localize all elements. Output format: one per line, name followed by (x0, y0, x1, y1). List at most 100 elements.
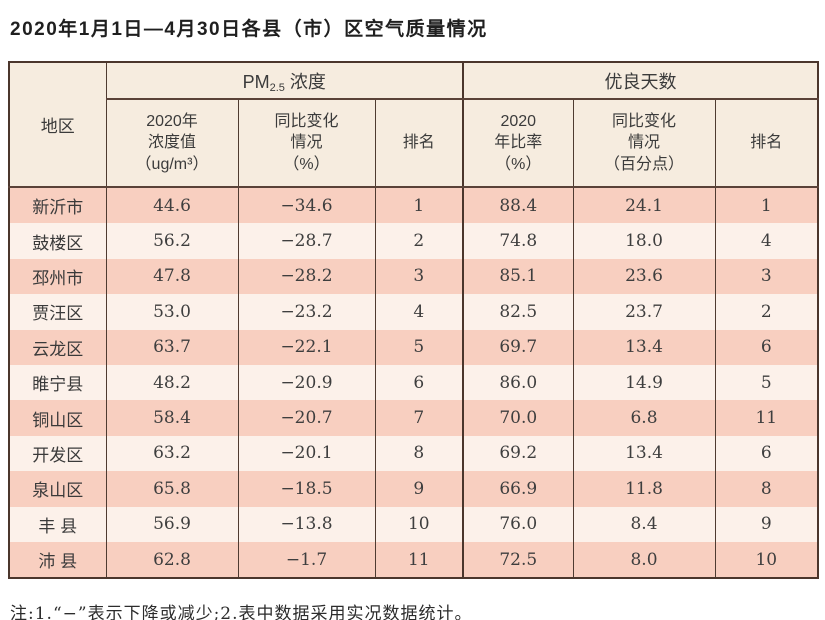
table-row: 邳州市 47.8 −28.2 3 85.1 23.6 3 (8, 258, 819, 295)
table-row: 睢宁县 48.2 −20.9 6 86.0 14.9 5 (8, 364, 819, 401)
footnote: 注:1.“−”表示下降或减少;2.表中数据采用实况数据统计。 (10, 604, 473, 620)
cell-pm-value: 63.2 (105, 435, 238, 472)
cell-pm-rank: 8 (374, 435, 464, 472)
cell-good-rate: 66.9 (462, 471, 574, 507)
cell-pm-rank: 9 (374, 471, 464, 507)
cell-region: 沛 县 (8, 541, 106, 579)
cell-pm-value: 53.0 (105, 294, 238, 330)
cell-pm-change: −20.1 (237, 435, 375, 472)
cell-good-change: 23.6 (572, 258, 716, 295)
cell-good-change: 11.8 (572, 471, 716, 507)
cell-pm-change: −20.9 (237, 364, 375, 401)
cell-good-change: 14.9 (572, 364, 716, 401)
cell-good-rank: 1 (714, 187, 819, 224)
cell-good-rank: 11 (714, 400, 819, 436)
cell-pm-value: 62.8 (105, 541, 238, 579)
cell-pm-rank: 4 (374, 294, 464, 330)
cell-pm-value: 63.7 (105, 329, 238, 365)
cell-pm-rank: 1 (374, 187, 464, 224)
cell-good-rank: 5 (714, 364, 819, 401)
cell-region: 丰 县 (8, 506, 106, 542)
header-region: 地区 (8, 62, 106, 188)
cell-good-rate: 72.5 (462, 541, 574, 579)
header-good-rank: 排名 (714, 99, 819, 188)
table-row: 云龙区 63.7 −22.1 5 69.7 13.4 6 (8, 329, 819, 365)
cell-pm-value: 47.8 (105, 258, 238, 295)
table-header-group-row: 地区 PM2.5 浓度 优良天数 (8, 62, 819, 188)
cell-pm-rank: 10 (374, 506, 464, 542)
cell-good-rank: 6 (714, 329, 819, 365)
cell-good-rate: 74.8 (462, 223, 574, 259)
header-good-days-group: 优良天数 (462, 62, 819, 100)
cell-pm-change: −20.7 (237, 400, 375, 436)
header-good-change: 同比变化 情况 （百分点） (572, 99, 716, 188)
cell-pm-rank: 2 (374, 223, 464, 259)
cell-good-change: 23.7 (572, 294, 716, 330)
cell-good-change: 18.0 (572, 223, 716, 259)
header-pm25-group: PM2.5 浓度 (105, 62, 464, 100)
table-row: 开发区 63.2 −20.1 8 69.2 13.4 6 (8, 435, 819, 472)
table-row: 泉山区 65.8 −18.5 9 66.9 11.8 8 (8, 471, 819, 507)
cell-good-rate: 69.7 (462, 329, 574, 365)
cell-pm-rank: 5 (374, 329, 464, 365)
pm-label-prefix: PM (242, 71, 270, 92)
cell-pm-change: −1.7 (237, 541, 375, 579)
cell-pm-value: 44.6 (105, 187, 238, 224)
cell-region: 邳州市 (8, 258, 106, 295)
table-row: 新沂市 44.6 −34.6 1 88.4 24.1 1 (8, 187, 819, 224)
cell-good-change: 8.0 (572, 541, 716, 579)
cell-good-change: 24.1 (572, 187, 716, 224)
cell-good-rank: 10 (714, 541, 819, 579)
cell-region: 铜山区 (8, 400, 106, 436)
cell-region: 贾汪区 (8, 294, 106, 330)
cell-good-rate: 82.5 (462, 294, 574, 330)
table-row: 贾汪区 53.0 −23.2 4 82.5 23.7 2 (8, 294, 819, 330)
cell-pm-value: 65.8 (105, 471, 238, 507)
cell-good-rank: 3 (714, 258, 819, 295)
cell-good-rate: 85.1 (462, 258, 574, 295)
cell-pm-value: 56.2 (105, 223, 238, 259)
cell-good-rate: 86.0 (462, 364, 574, 401)
cell-region: 泉山区 (8, 471, 106, 507)
cell-pm-rank: 7 (374, 400, 464, 436)
cell-good-rank: 8 (714, 471, 819, 507)
cell-pm-change: −28.2 (237, 258, 375, 295)
cell-pm-rank: 6 (374, 364, 464, 401)
cell-good-change: 13.4 (572, 329, 716, 365)
cell-good-rank: 4 (714, 223, 819, 259)
table-row: 铜山区 58.4 −20.7 7 70.0 6.8 11 (8, 400, 819, 436)
table-body: 新沂市 44.6 −34.6 1 88.4 24.1 1 鼓楼区 56.2 −2… (8, 187, 819, 579)
cell-good-change: 6.8 (572, 400, 716, 436)
cell-pm-change: −18.5 (237, 471, 375, 507)
cell-good-rank: 2 (714, 294, 819, 330)
cell-pm-value: 48.2 (105, 364, 238, 401)
table-header-sub-row: 2020年 浓度值 （ug/m³） 同比变化 情况 （%） 排名 2020 年比… (9, 99, 819, 188)
header-pm-rank: 排名 (374, 99, 464, 188)
cell-good-change: 8.4 (572, 506, 716, 542)
cell-good-rate: 69.2 (462, 435, 574, 472)
cell-pm-value: 56.9 (105, 506, 238, 542)
cell-good-rank: 9 (714, 506, 819, 542)
cell-pm-change: −22.1 (237, 329, 375, 365)
table-row: 丰 县 56.9 −13.8 10 76.0 8.4 9 (8, 506, 819, 542)
cell-region: 新沂市 (8, 187, 106, 224)
cell-pm-rank: 3 (374, 258, 464, 295)
page-title: 2020年1月1日—4月30日各县（市）区空气质量情况 (10, 19, 488, 40)
cell-good-change: 13.4 (572, 435, 716, 472)
cell-pm-value: 58.4 (105, 400, 238, 436)
pm-label-subscript: 2.5 (269, 81, 285, 94)
cell-pm-change: −13.8 (237, 506, 375, 542)
cell-pm-change: −28.7 (237, 223, 375, 259)
cell-region: 睢宁县 (8, 364, 106, 401)
cell-region: 鼓楼区 (8, 223, 106, 259)
cell-pm-change: −23.2 (237, 294, 375, 330)
table-row: 鼓楼区 56.2 −28.7 2 74.8 18.0 4 (8, 223, 819, 259)
cell-pm-rank: 11 (374, 541, 464, 579)
header-pm-change: 同比变化 情况 （%） (237, 99, 375, 188)
cell-region: 云龙区 (8, 329, 106, 365)
header-good-rate: 2020 年比率 （%） (462, 99, 574, 188)
cell-region: 开发区 (8, 435, 106, 472)
cell-good-rate: 76.0 (462, 506, 574, 542)
cell-good-rate: 70.0 (462, 400, 574, 436)
